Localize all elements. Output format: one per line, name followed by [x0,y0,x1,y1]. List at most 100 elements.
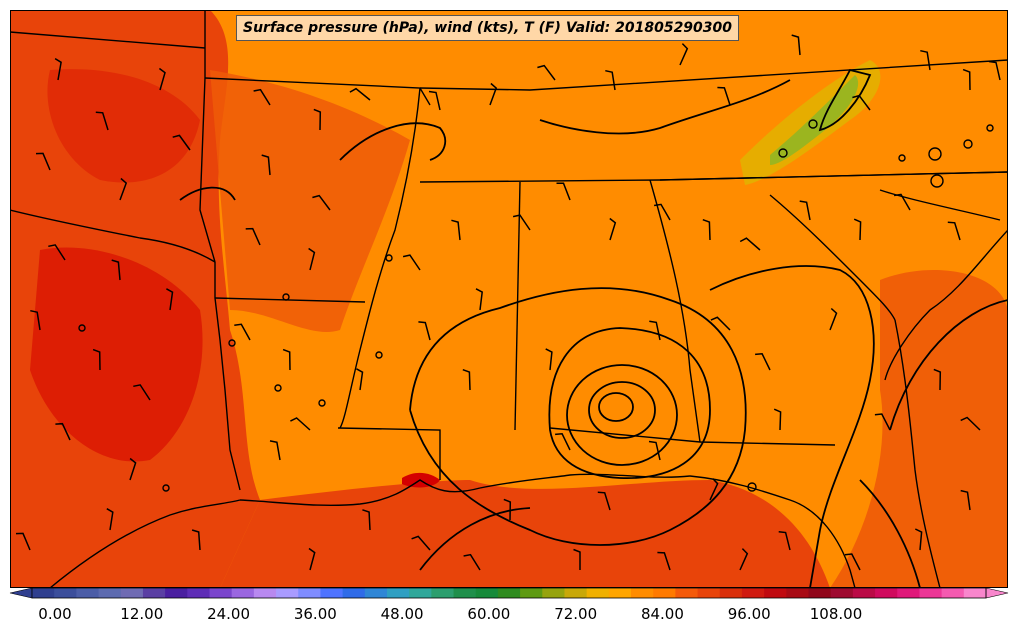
colorbar-cell [808,588,832,598]
wind-barbs [15,34,1001,571]
isobar-dot [385,254,393,262]
wind-barb [853,218,862,241]
wind-barb [418,321,431,341]
wind-barb [874,413,891,431]
colorbar-cell [919,588,943,598]
wind-barb [710,316,731,331]
border-mississippi-alabama [514,181,521,431]
isobar-dot [963,139,973,149]
wind-barb [428,90,441,111]
border-texas-louisiana [214,262,241,491]
coastline-mississippi-alabama [479,473,691,489]
wind-barb [55,422,71,441]
wind-barb [312,194,331,211]
colorbar-cell [830,588,854,598]
colorbar-cell [453,588,477,598]
colorbar-cell [342,588,366,598]
wind-barb [462,368,471,391]
coastline-florida-east [894,319,941,588]
wind-barb [556,182,571,201]
border-virginia-north-carolina [659,171,1008,181]
colorbar-cell [253,588,277,598]
colorbar-cell [586,588,610,598]
wind-barb [35,152,51,171]
border-oklahoma-texas-red-river [10,209,216,263]
colorbar-cell [142,588,166,598]
wind-barb [545,348,553,371]
wind-barb [133,384,151,401]
colorbar-cell [897,588,920,598]
wind-barb [489,82,498,106]
wind-barb [234,323,251,341]
wind-barb [111,259,121,281]
colorbar-cell [386,588,410,598]
coastlines [49,319,941,588]
wind-barb [609,217,617,241]
isobar-kentucky [818,68,872,132]
state-borders [10,10,1008,491]
wind-barb [914,528,923,551]
colorbar-cell [653,588,676,598]
wind-barb [657,551,671,571]
wind-barb [709,478,719,501]
colorbar-cell [98,588,122,598]
isobar-regional-2 [419,507,531,571]
wind-barb [253,88,271,106]
wind-barb [799,200,811,221]
wind-barb [988,60,1001,81]
colorbar-cells [9,587,1009,599]
isobar-dot [375,351,383,359]
wind-barb [475,288,484,311]
wind-barb [702,218,711,241]
wind-barb [191,529,201,551]
border-north-south-carolina [879,189,1001,221]
isobar-dot [928,147,942,161]
isobar-dot [808,119,818,129]
isobar-texas-small [179,186,236,201]
colorbar-cell [187,588,210,598]
colorbar-cell [276,588,299,598]
colorbar-tick-label: 96.00 [728,605,771,623]
colorbar-outline [31,587,987,599]
colorbar-cell [697,588,721,598]
border-oklahoma-arkansas [199,77,216,263]
isobar-dot [747,482,757,492]
border-louisiana-mississippi [337,427,441,480]
colorbar-cell [719,588,743,598]
colorbar: 0.00 12.00 24.00 36.00 48.00 60.00 72.00 84.00 9… [9,587,1009,623]
wind-barb [269,440,281,461]
colorbar-tick-label: 0.00 [38,605,71,623]
border-georgia-south-carolina [769,194,896,321]
colorbar-tick-labels: 0.00 12.00 24.00 36.00 48.00 60.00 72.00 84.00 9… [38,605,862,623]
colorbar-tick-label: 48.00 [381,605,424,623]
colorbar-cell [608,588,632,598]
wind-barb [282,348,291,371]
colorbar-cell [786,588,810,598]
colorbar-extend-high [985,587,1009,599]
wind-barb [30,309,41,331]
wind-barb [649,320,661,341]
border-alabama-georgia [649,179,701,443]
border-kentucky-tennessee [419,59,1008,91]
colorbar-cell [298,588,321,598]
wind-barb [503,498,512,521]
colorbar-cell [542,588,565,598]
isobar-dot [318,399,326,407]
wind-barb [679,43,689,66]
isobar-dot [282,293,290,301]
border-carolinas-coast [884,229,1008,381]
border-kansas-oklahoma [10,31,206,49]
weather-map-canvas [10,10,1008,588]
colorbar-cell [631,588,654,598]
wind-barb [261,154,271,176]
wind-barb [933,368,942,391]
wind-barb [555,433,571,451]
wind-barb [829,307,838,331]
colorbar-cell [741,588,765,598]
wind-barb [356,368,364,391]
colorbar-cell [120,588,144,598]
isobar-southeast-line [859,479,921,588]
isobar-dot [986,124,994,132]
wind-barb [48,244,66,261]
colorbar-cell [165,588,188,598]
